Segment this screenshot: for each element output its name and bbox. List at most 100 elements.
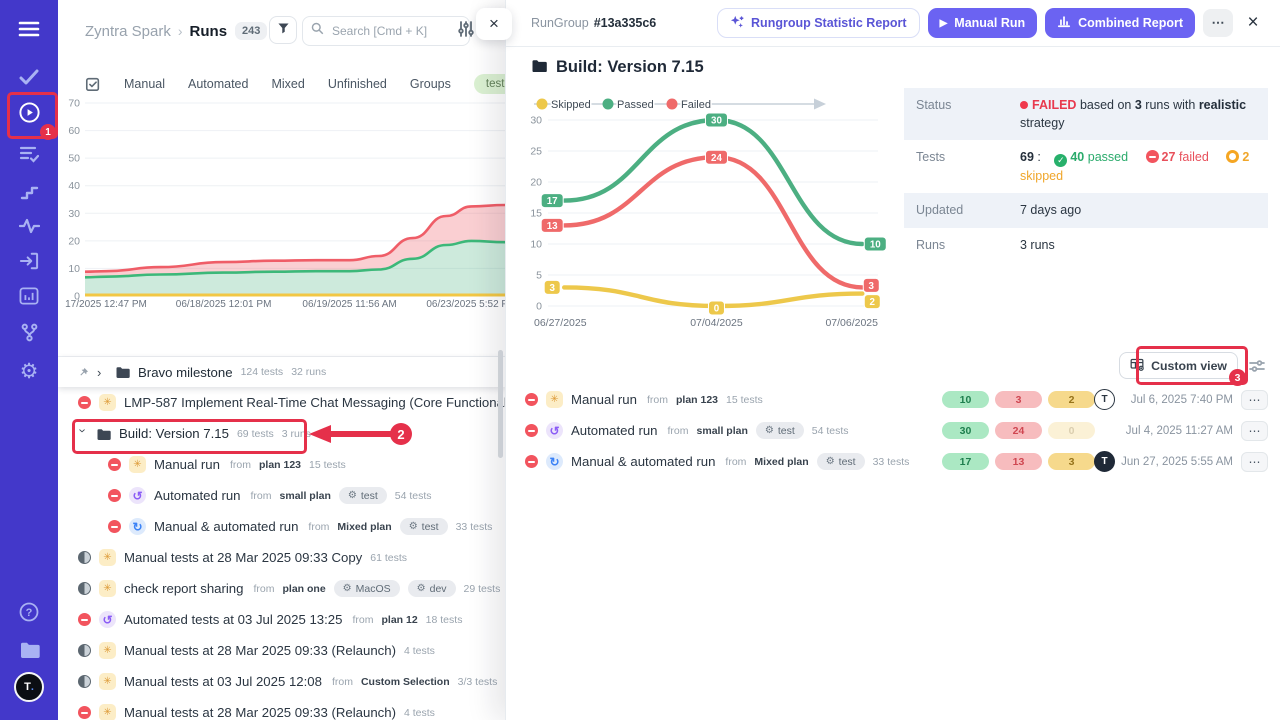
combined-report-button[interactable]: Combined Report — [1045, 8, 1195, 38]
row-menu-button[interactable]: ⋯ — [1241, 420, 1268, 441]
run-row[interactable]: ✳ LMP-587 Implement Real-Time Chat Messag… — [58, 387, 505, 418]
tab-groups[interactable]: Groups — [409, 77, 451, 91]
breadcrumb-page: Runs — [189, 22, 228, 40]
status-text: based on — [1079, 98, 1132, 112]
workflow-tag[interactable]: test work — [473, 74, 505, 94]
y-tick-label: 5 — [536, 270, 542, 282]
x-tick-label: 06/19/2025 11:56 AM — [302, 299, 396, 310]
detail-row-updated: Updated 7 days ago — [904, 193, 1268, 228]
rungroup-run-row[interactable]: ✳ Manual run from plan 123 15 tests 10 3 2 T Jul … — [506, 384, 1280, 415]
detail-value: 69 : ✓ 40 passed 27 failed 2 skipped — [1020, 148, 1256, 185]
data-label-box — [704, 149, 728, 165]
rungroup-run-row[interactable]: ↻ Manual & automated run from Mixed plan ⚙ te… — [506, 446, 1280, 477]
sidebar-item-branches[interactable] — [0, 317, 58, 347]
sidebar-item-plans[interactable] — [0, 139, 58, 169]
x-tick-label: 07/06/2025 — [825, 317, 878, 329]
run-row[interactable]: ↺ Automated run from small plan ⚙ test 54 test… — [58, 480, 505, 511]
run-row[interactable]: ✳ Manual run from plan 123 15 tests — [58, 449, 505, 480]
view-settings-icon[interactable] — [457, 20, 477, 40]
run-row[interactable]: ✳ check report sharing from plan one ⚙ MacOS ⚙… — [58, 573, 505, 604]
row-menu-button[interactable]: ⋯ — [1241, 389, 1268, 410]
run-row[interactable]: ✳ Manual tests at 03 Jul 2025 12:08 from Cu… — [58, 666, 505, 697]
sidebar-item-tests[interactable] — [0, 62, 58, 92]
avatar: T — [1094, 389, 1115, 410]
env-tag-label: test — [360, 489, 378, 502]
gear-icon: ⚙ — [19, 359, 39, 383]
data-label: 3 — [869, 281, 875, 292]
tab-automated[interactable]: Automated — [188, 77, 249, 91]
runs-count-badge: 243 — [235, 22, 268, 40]
tab-manual[interactable]: Manual — [124, 77, 165, 91]
y-tick-label: 20 — [530, 177, 542, 189]
sidebar-item-menu[interactable] — [0, 14, 58, 44]
compose-run-icon[interactable] — [85, 76, 101, 92]
more-options-button[interactable]: ⋯ — [1203, 9, 1233, 37]
run-group-row[interactable]: › Build: Version 7.15 69 tests 3 runs — [58, 418, 505, 449]
list-settings-icon[interactable] — [1249, 359, 1265, 373]
sidebar-item-activity[interactable] — [0, 211, 58, 241]
sidebar-item-import[interactable] — [0, 246, 58, 276]
from-plan-name: Custom Selection — [360, 675, 450, 688]
run-row[interactable]: ✳ Manual tests at 28 Mar 2025 09:33 Copy 6… — [58, 542, 505, 573]
status-strategy: realistic — [1198, 98, 1247, 112]
rungroup-run-row[interactable]: ↺ Automated run from small plan ⚙ test 54 test… — [506, 415, 1280, 446]
y-tick-label: 20 — [68, 235, 80, 247]
sidebar-item-runs[interactable] — [0, 97, 58, 127]
from-plan-name: small plan — [696, 424, 748, 437]
sidebar-item-account[interactable]: T. — [0, 672, 58, 702]
data-label: 10 — [870, 240, 881, 251]
tests-separator: : — [1037, 150, 1041, 165]
rungroup-statistic-report-button[interactable]: Rungroup Statistic Report — [717, 8, 920, 38]
status-failed-icon — [78, 613, 91, 626]
tab-unfinished[interactable]: Unfinished — [327, 77, 387, 91]
chevron-down-icon[interactable]: › — [75, 428, 91, 433]
sparkles-icon — [730, 15, 744, 32]
run-row[interactable]: ✳ Manual tests at 28 Mar 2025 09:33 (Rela… — [58, 635, 505, 666]
run-group-row[interactable]: › Bravo milestone 124 tests 32 runs — [58, 357, 505, 387]
breadcrumb-project[interactable]: Zyntra Spark — [85, 22, 171, 40]
yellow-count-badge: 0 — [1048, 422, 1095, 439]
drawer-edge-close-button[interactable]: × — [476, 8, 512, 40]
chevron-right-icon[interactable]: › — [97, 364, 102, 380]
custom-view-button[interactable]: Custom view — [1119, 352, 1238, 379]
drawer-close-button[interactable]: × — [1241, 11, 1265, 35]
data-label: 24 — [711, 153, 722, 164]
sidebar-item-analytics[interactable] — [0, 281, 58, 311]
run-row[interactable]: ✳ Manual tests at 28 Mar 2025 09:33 (Rela… — [58, 697, 505, 720]
check-icon — [19, 69, 39, 85]
run-meta: 15 tests — [726, 393, 763, 406]
manual-run-button[interactable]: ▶ Manual Run — [927, 8, 1038, 38]
failed-area — [85, 205, 505, 278]
status-partial-icon — [78, 551, 91, 564]
avatar: T. — [14, 672, 44, 702]
tab-mixed[interactable]: Mixed — [271, 77, 305, 91]
search-icon — [311, 22, 324, 40]
search-box[interactable] — [302, 16, 470, 46]
row-menu-button[interactable]: ⋯ — [1241, 451, 1268, 472]
run-row[interactable]: ↺ Automated tests at 03 Jul 2025 13:25 fro… — [58, 604, 505, 635]
run-meta: 69 tests — [236, 427, 274, 440]
status-runs-count: 3 — [1134, 98, 1142, 112]
run-row[interactable]: ↻ Manual & automated run from Mixed plan ⚙ te… — [58, 511, 505, 542]
runs-header: Zyntra Spark › Runs 243 — [58, 14, 505, 48]
sidebar-item-settings[interactable]: ⚙ — [0, 356, 58, 386]
y-tick-label: 0 — [536, 301, 542, 313]
run-meta: 54 tests — [394, 489, 432, 502]
funnel-icon — [277, 22, 290, 38]
sidebar-item-projects[interactable] — [0, 634, 58, 664]
legend-label: Passed — [617, 99, 654, 111]
data-label: 2 — [870, 297, 876, 308]
filter-button[interactable] — [269, 16, 297, 44]
from-label: from — [250, 489, 272, 502]
sidebar-item-steps[interactable] — [0, 176, 58, 206]
green-count-badge: 17 — [942, 453, 989, 470]
sidebar-item-help[interactable]: ? — [0, 597, 58, 627]
search-input[interactable] — [330, 23, 461, 39]
failed-line — [84, 203, 505, 273]
y-tick-label: 25 — [530, 146, 542, 158]
run-title: Automated run — [571, 423, 658, 438]
scrollbar-thumb[interactable] — [498, 350, 503, 458]
detail-label: Status — [916, 98, 952, 112]
runs-panel: Zyntra Spark › Runs 243 Manual Automated… — [58, 0, 505, 720]
